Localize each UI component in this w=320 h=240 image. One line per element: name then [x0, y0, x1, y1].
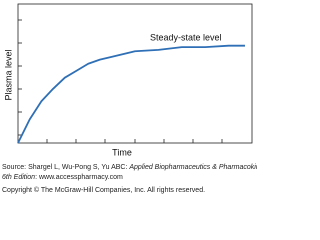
y-axis-label: Plasma level [3, 49, 13, 100]
source-segment: Source: Shargel L, Wu-Pong S, Yu ABC: [2, 164, 129, 171]
source-segment: 6th Edition [2, 174, 35, 181]
data-line [17, 44, 245, 144]
source-segment: Applied Biopharmaceutics & Pharmacokinet… [128, 164, 257, 171]
x-axis-label: Time [112, 147, 132, 157]
plot-frame [17, 3, 253, 144]
source-line: 6th Edition: www.accesspharmacy.com [2, 174, 123, 181]
axis-ticks [18, 19, 223, 143]
chart: Steady-state level Time Plasma level Sou… [2, 3, 257, 194]
source-segment: : www.accesspharmacy.com [35, 174, 123, 181]
source-line: Source: Shargel L, Wu-Pong S, Yu ABC: Ap… [2, 164, 257, 171]
annotation: Steady-state level [150, 32, 222, 42]
copyright: Copyright © The McGraw-Hill Companies, I… [2, 186, 205, 194]
